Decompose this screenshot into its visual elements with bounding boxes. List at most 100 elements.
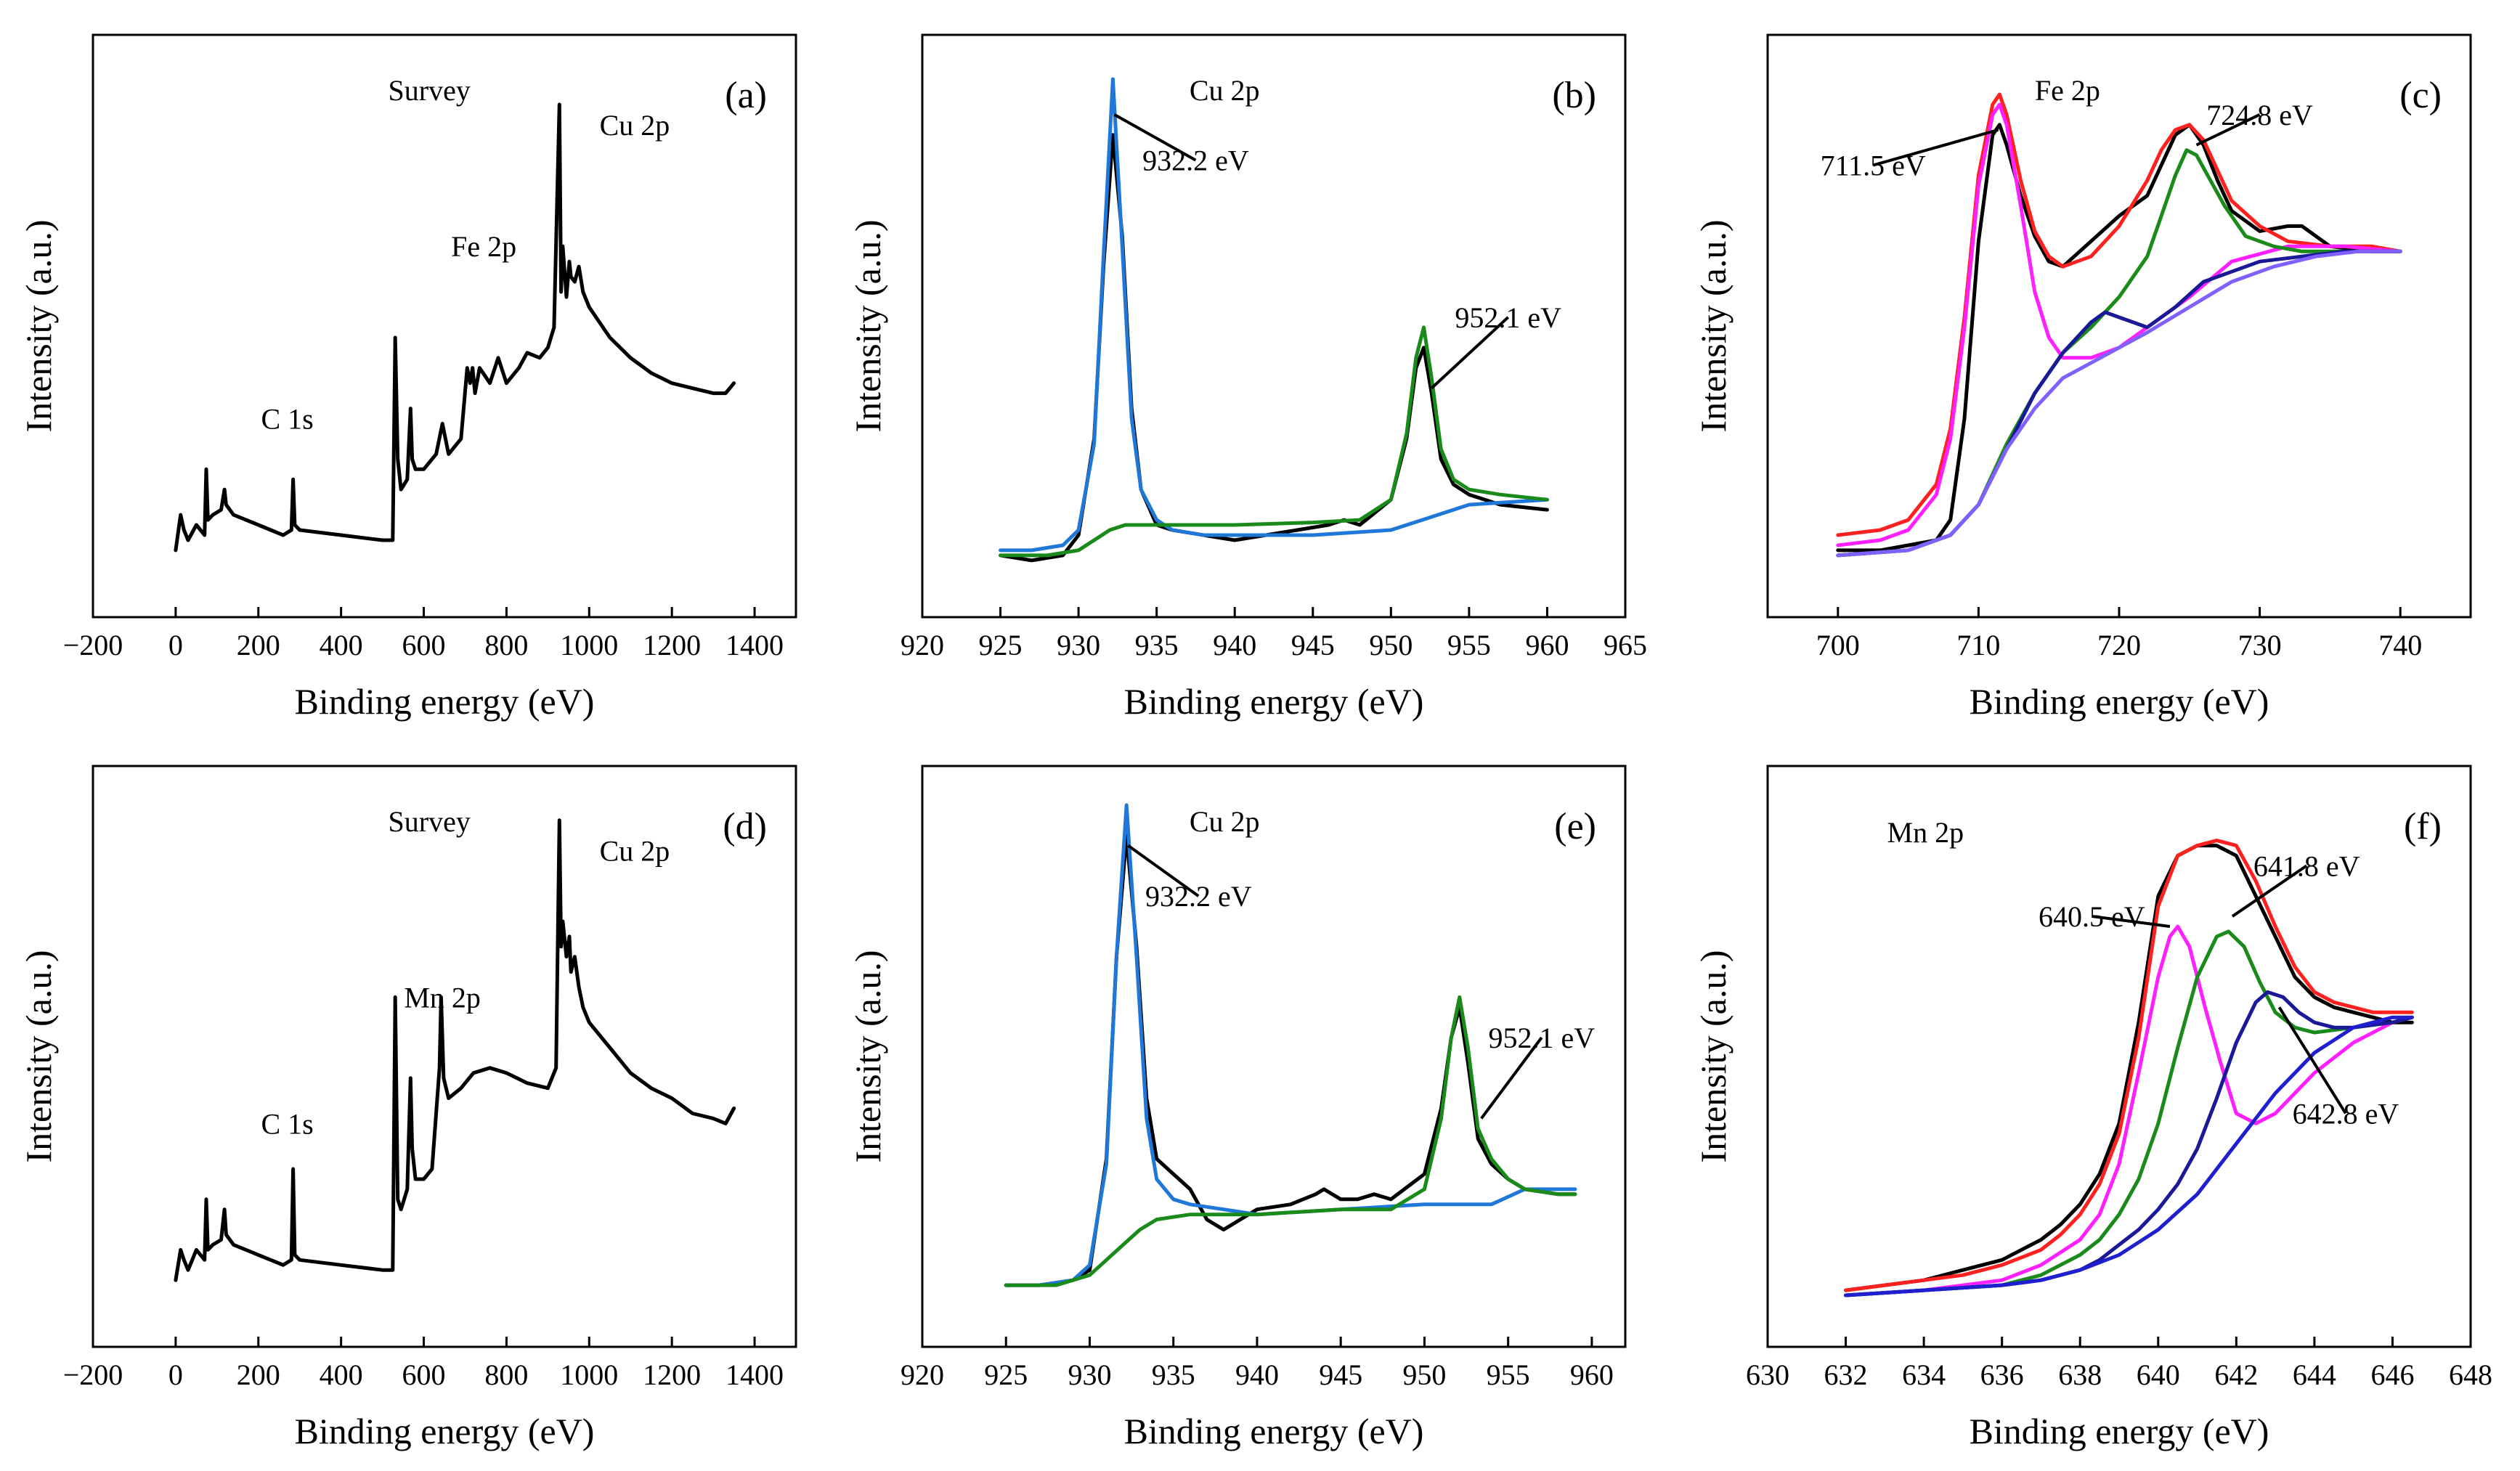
x-tick-label: 1000 <box>560 1358 618 1391</box>
chart-panel-a: −200 0 200 400 600 800 1000 1200 1400 Binding ene… <box>18 33 797 722</box>
x-tick-label: 640 <box>2137 1358 2180 1391</box>
x-tick-label: 930 <box>1068 1358 1111 1391</box>
peak-annotation: 952.1 eV <box>1488 1022 1595 1054</box>
x-tick-label: −200 <box>63 629 123 661</box>
series-line-survey <box>174 102 736 553</box>
y-axis-label: Intensity (a.u.) <box>1693 220 1733 433</box>
x-tick-label: 945 <box>1319 1358 1362 1391</box>
x-tick-label: 642 <box>2214 1358 2258 1391</box>
series-line-724-8-ev-component <box>1836 148 2402 558</box>
series-line-641-8-ev-component <box>1844 929 2414 1297</box>
x-tick-label: 634 <box>1902 1358 1946 1391</box>
x-tick-label: 965 <box>1604 629 1647 661</box>
y-axis-label: Intensity (a.u.) <box>1693 950 1733 1163</box>
series-line-raw <box>1836 123 2402 553</box>
x-tick-label: 955 <box>1447 629 1491 661</box>
x-tick-label: 960 <box>1570 1358 1614 1391</box>
series-line-cu-2p3-2-fit <box>999 77 1549 553</box>
panel-label: (f) <box>2404 806 2442 847</box>
x-tick-label: 1400 <box>725 1358 784 1391</box>
x-tick-label: 935 <box>1152 1358 1195 1391</box>
x-tick-label: 644 <box>2293 1358 2336 1391</box>
x-tick-label: 400 <box>320 1358 363 1391</box>
x-tick-label: 700 <box>1816 629 1860 661</box>
x-tick-label: 630 <box>1746 1358 1789 1391</box>
y-axis-label: Intensity (a.u.) <box>848 950 888 1163</box>
peak-annotation: 711.5 eV <box>1821 150 1926 182</box>
annotation-pointer <box>1430 316 1510 390</box>
x-tick-label: 0 <box>168 629 183 661</box>
plot-frame <box>921 765 1627 1348</box>
x-tick-label: 955 <box>1487 1358 1530 1391</box>
series-line-raw <box>999 133 1549 563</box>
x-axis-label: Binding energy (eV) <box>1970 1411 2269 1451</box>
x-tick-label: 940 <box>1235 1358 1279 1391</box>
peak-annotation: Fe 2p <box>451 230 516 263</box>
x-tick-label: 940 <box>1213 629 1256 661</box>
x-tick-label: 945 <box>1291 629 1335 661</box>
x-axis-label: Binding energy (eV) <box>295 681 595 722</box>
annotation-pointer <box>1480 1036 1543 1120</box>
peak-annotation: 932.2 eV <box>1142 144 1249 177</box>
x-tick-label: 638 <box>2058 1358 2102 1391</box>
peak-annotation: Mn 2p <box>404 981 481 1014</box>
annotation-pointer <box>1872 128 1999 167</box>
panel-label: (a) <box>725 75 767 116</box>
peak-annotation: C 1s <box>261 1107 313 1140</box>
x-axis-label: Binding energy (eV) <box>295 1411 595 1451</box>
chart-panel-e: 920 925 930 935 940 945 950 955 960 Binding energ… <box>848 765 1627 1451</box>
x-tick-label: 600 <box>402 629 446 661</box>
chart-panel-f: 630 632 634 636 638 640 642 644 646 648 Binding en… <box>1693 765 2492 1451</box>
x-axis-label: Binding energy (eV) <box>1124 1411 1424 1451</box>
x-tick-label: 920 <box>901 629 944 661</box>
x-tick-label: 1200 <box>643 629 701 661</box>
panel-label: (b) <box>1552 75 1596 116</box>
x-tick-label: 200 <box>237 629 280 661</box>
annotation-pointer <box>2277 1006 2347 1115</box>
x-tick-label: 800 <box>484 629 528 661</box>
x-tick-label: 930 <box>1057 629 1100 661</box>
chart-panel-c: 700 710 720 730 740 Binding energy (eV) Intens… <box>1693 33 2472 722</box>
x-tick-label: 720 <box>2097 629 2141 661</box>
panel-title: Survey <box>389 74 471 107</box>
panel-title: Fe 2p <box>2035 74 2100 107</box>
peak-annotation: Cu 2p <box>600 109 670 142</box>
peak-annotation: C 1s <box>261 402 313 435</box>
chart-panel-b: 920 925 930 935 940 945 950 955 960 965 Binding en… <box>848 33 1647 722</box>
x-tick-label: 925 <box>984 1358 1028 1391</box>
x-axis-label: Binding energy (eV) <box>1970 681 2269 722</box>
series-line-cu-2p3-2-fit <box>1004 803 1577 1287</box>
x-tick-label: 632 <box>1824 1358 1868 1391</box>
panel-title: Survey <box>389 805 471 838</box>
peak-annotation: 724.8 eV <box>2206 99 2313 131</box>
x-tick-label: 800 <box>484 1358 528 1391</box>
x-tick-label: 400 <box>320 629 363 661</box>
series-line-background <box>1844 1015 2414 1297</box>
peak-annotation: 641.8 eV <box>2253 849 2360 882</box>
y-axis-label: Intensity (a.u.) <box>848 220 888 433</box>
panel-label: (e) <box>1554 806 1596 847</box>
y-axis-label: Intensity (a.u.) <box>18 220 59 433</box>
x-axis-label: Binding energy (eV) <box>1124 681 1424 722</box>
panel-label: (c) <box>2399 75 2442 116</box>
series-line-envelope <box>1844 839 2414 1292</box>
plot-frame <box>92 33 797 619</box>
peak-annotation: 642.8 eV <box>2293 1097 2399 1130</box>
series-line-raw <box>1004 834 1577 1287</box>
panel-label: (d) <box>723 806 767 847</box>
panel-title: Cu 2p <box>1190 74 1260 107</box>
series-line-cu-2p1-2-fit <box>1004 995 1577 1287</box>
chart-panel-d: −200 0 200 400 600 800 1000 1200 1400 Binding ene… <box>18 765 797 1451</box>
peak-annotation: 952.1 eV <box>1455 301 1561 334</box>
x-tick-label: 636 <box>1980 1358 2024 1391</box>
x-tick-label: 730 <box>2238 629 2282 661</box>
x-tick-label: 648 <box>2449 1358 2492 1391</box>
x-tick-label: 920 <box>901 1358 944 1391</box>
x-tick-label: 950 <box>1402 1358 1446 1391</box>
x-tick-label: 1000 <box>560 629 618 661</box>
panel-title: Cu 2p <box>1190 805 1260 838</box>
x-tick-label: 200 <box>237 1358 280 1391</box>
annotation-pointer <box>2092 914 2171 928</box>
annotation-pointer <box>1127 844 1200 897</box>
